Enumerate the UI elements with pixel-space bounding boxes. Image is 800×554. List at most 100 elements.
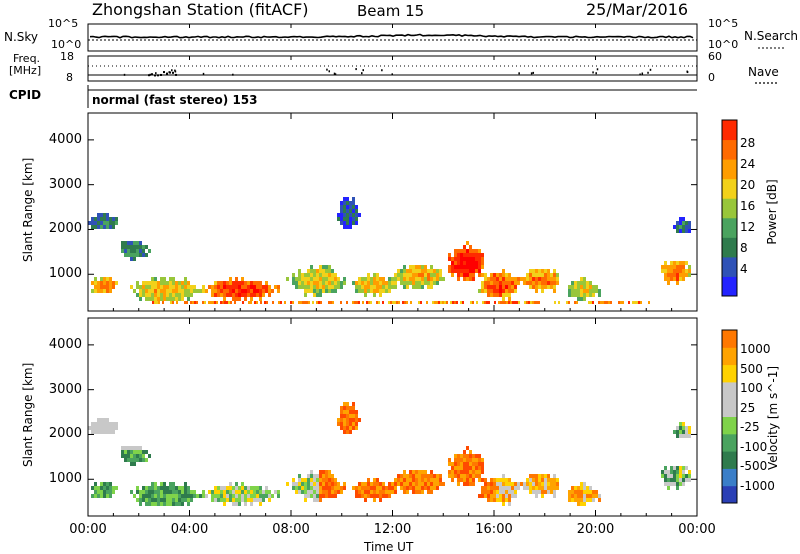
velocity-cell	[325, 470, 328, 474]
power-cell	[502, 269, 505, 273]
power-cell	[169, 293, 172, 297]
power-cell	[157, 293, 160, 297]
power-cell	[310, 273, 313, 277]
power-cell	[415, 269, 418, 273]
velocity-cell	[106, 486, 109, 490]
velocity-cell	[349, 426, 352, 430]
velocity-cell	[586, 494, 589, 498]
power-cell	[256, 293, 259, 297]
velocity-cell	[343, 418, 346, 422]
power-cell	[526, 273, 529, 277]
velocity-cell	[493, 498, 496, 502]
power-cell	[308, 301, 310, 304]
velocity-cell	[226, 494, 229, 498]
power-cell	[370, 281, 373, 285]
power-cell	[406, 269, 409, 273]
power-cell	[340, 285, 343, 289]
velocity-cell	[685, 466, 688, 470]
velocity-cell	[382, 486, 385, 490]
power-cell	[547, 273, 550, 277]
velocity-cell	[142, 498, 145, 502]
freq-point	[123, 73, 126, 76]
power-cell	[493, 273, 496, 277]
velocity-cell	[136, 458, 139, 462]
power-cell	[412, 269, 415, 273]
velocity-cell	[391, 482, 394, 486]
velocity-cell	[397, 478, 400, 482]
velocity-cell	[595, 490, 598, 494]
power-cell	[130, 245, 133, 249]
power-cell	[142, 245, 145, 249]
power-cell	[523, 281, 526, 285]
velocity-cell	[94, 482, 97, 486]
velocity-cell	[385, 494, 388, 498]
power-cell	[679, 225, 682, 229]
power-cell	[238, 293, 241, 297]
velocity-cell	[415, 482, 418, 486]
power-cell	[532, 285, 535, 289]
velocity-cell	[541, 486, 544, 490]
power-cell	[307, 289, 310, 293]
power-cell	[151, 281, 154, 285]
power-cell	[382, 289, 385, 293]
velocity-cell	[265, 490, 268, 494]
power-cell	[130, 285, 133, 289]
freq-point	[647, 71, 649, 74]
power-cell	[553, 273, 556, 277]
power-cell	[235, 277, 238, 281]
velocity-cell	[679, 434, 682, 438]
velocity-cell	[109, 490, 112, 494]
power-cell	[229, 277, 232, 281]
power-cell	[640, 301, 642, 304]
velocity-cell	[430, 482, 433, 486]
power-cell	[352, 209, 355, 213]
freq-point	[155, 72, 157, 75]
power-cell	[450, 301, 452, 304]
power-cell	[388, 301, 390, 304]
power-cell	[466, 261, 469, 265]
velocity-cell	[580, 502, 583, 506]
velocity-colorbar-frame	[721, 329, 738, 504]
velocity-cell	[316, 498, 319, 502]
velocity-cell	[229, 482, 232, 486]
power-cell	[481, 281, 484, 285]
velocity-cell	[133, 494, 136, 498]
power-cell	[484, 277, 487, 281]
power-cell	[220, 301, 222, 304]
power-cell	[433, 273, 436, 277]
velocity-cell	[139, 490, 142, 494]
power-cell	[454, 253, 457, 257]
velocity-cell	[457, 482, 460, 486]
power-cell	[352, 205, 355, 209]
power-cell	[319, 289, 322, 293]
power-cell	[469, 261, 472, 265]
power-cell	[232, 289, 235, 293]
power-cell	[454, 301, 456, 304]
power-cell	[97, 217, 100, 221]
velocity-cell	[514, 490, 517, 494]
velocity-cell	[319, 486, 322, 490]
power-cell	[133, 245, 136, 249]
velocity-cell	[586, 490, 589, 494]
velocity-cell	[340, 410, 343, 414]
velocity-cell	[169, 490, 172, 494]
velocity-cell	[451, 478, 454, 482]
power-cell	[154, 293, 157, 297]
velocity-cell	[187, 486, 190, 490]
x-tick-label: 04:00	[170, 522, 209, 537]
velocity-cell	[430, 470, 433, 474]
power-cell	[328, 269, 331, 273]
power-cell	[304, 277, 307, 281]
velocity-cell	[370, 482, 373, 486]
velocity-cell	[340, 406, 343, 410]
velocity-cell	[553, 478, 556, 482]
power-cell	[544, 277, 547, 281]
velocity-cell	[493, 478, 496, 482]
velocity-cell	[526, 486, 529, 490]
power-cell	[343, 205, 346, 209]
power-cell	[463, 245, 466, 249]
power-cell	[151, 277, 154, 281]
power-cell	[484, 281, 487, 285]
power-cell	[664, 261, 667, 265]
velocity-cell	[508, 486, 511, 490]
